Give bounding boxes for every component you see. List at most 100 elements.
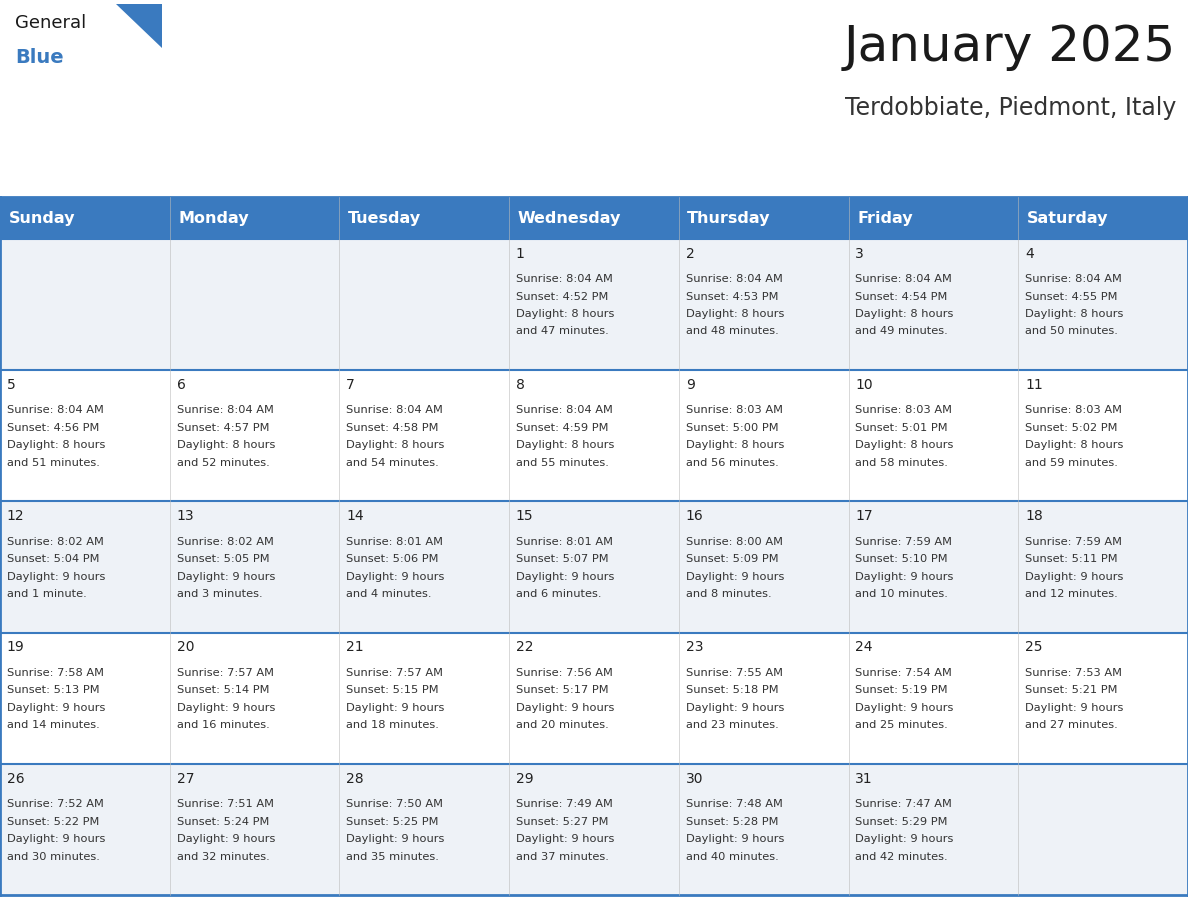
Text: Sunrise: 8:02 AM: Sunrise: 8:02 AM: [177, 537, 273, 546]
Text: Sunset: 5:17 PM: Sunset: 5:17 PM: [516, 686, 608, 695]
Text: Sunset: 5:18 PM: Sunset: 5:18 PM: [685, 686, 778, 695]
Text: Sunset: 5:15 PM: Sunset: 5:15 PM: [346, 686, 438, 695]
Text: Daylight: 8 hours: Daylight: 8 hours: [1025, 309, 1124, 319]
Text: Sunrise: 7:52 AM: Sunrise: 7:52 AM: [7, 800, 103, 809]
Text: Sunrise: 8:04 AM: Sunrise: 8:04 AM: [516, 406, 613, 415]
Text: 17: 17: [855, 509, 873, 523]
Text: 6: 6: [177, 378, 185, 392]
Text: Daylight: 9 hours: Daylight: 9 hours: [177, 703, 274, 712]
Text: and 6 minutes.: and 6 minutes.: [516, 589, 601, 599]
Text: Daylight: 8 hours: Daylight: 8 hours: [346, 441, 444, 450]
Polygon shape: [116, 4, 162, 48]
Text: and 3 minutes.: and 3 minutes.: [177, 589, 263, 599]
Text: Sunset: 5:01 PM: Sunset: 5:01 PM: [855, 423, 948, 432]
Text: Daylight: 9 hours: Daylight: 9 hours: [346, 572, 444, 581]
Text: Daylight: 9 hours: Daylight: 9 hours: [516, 703, 614, 712]
Text: Daylight: 8 hours: Daylight: 8 hours: [516, 309, 614, 319]
Text: Sunset: 4:53 PM: Sunset: 4:53 PM: [685, 292, 778, 301]
Text: 19: 19: [7, 641, 25, 655]
Text: Sunset: 5:07 PM: Sunset: 5:07 PM: [516, 554, 608, 564]
Text: Sunrise: 7:51 AM: Sunrise: 7:51 AM: [177, 800, 273, 809]
Text: Sunset: 5:21 PM: Sunset: 5:21 PM: [1025, 686, 1118, 695]
Text: Sunrise: 7:57 AM: Sunrise: 7:57 AM: [177, 668, 273, 677]
Text: Sunset: 5:09 PM: Sunset: 5:09 PM: [685, 554, 778, 564]
Text: Daylight: 9 hours: Daylight: 9 hours: [516, 572, 614, 581]
Text: Sunrise: 7:54 AM: Sunrise: 7:54 AM: [855, 668, 953, 677]
Text: Terdobbiate, Piedmont, Italy: Terdobbiate, Piedmont, Italy: [845, 96, 1176, 120]
Text: 20: 20: [177, 641, 194, 655]
Text: and 30 minutes.: and 30 minutes.: [7, 852, 100, 861]
Text: Daylight: 9 hours: Daylight: 9 hours: [1025, 703, 1124, 712]
Text: and 25 minutes.: and 25 minutes.: [855, 721, 948, 730]
Text: and 12 minutes.: and 12 minutes.: [1025, 589, 1118, 599]
Text: and 51 minutes.: and 51 minutes.: [7, 458, 100, 467]
Text: Daylight: 8 hours: Daylight: 8 hours: [855, 441, 954, 450]
Text: Sunset: 4:59 PM: Sunset: 4:59 PM: [516, 423, 608, 432]
Text: Sunset: 5:11 PM: Sunset: 5:11 PM: [1025, 554, 1118, 564]
Text: and 52 minutes.: and 52 minutes.: [177, 458, 270, 467]
Text: Sunset: 4:57 PM: Sunset: 4:57 PM: [177, 423, 268, 432]
Text: Daylight: 8 hours: Daylight: 8 hours: [685, 441, 784, 450]
Text: and 59 minutes.: and 59 minutes.: [1025, 458, 1118, 467]
Text: Sunset: 5:13 PM: Sunset: 5:13 PM: [7, 686, 100, 695]
Text: Sunset: 5:06 PM: Sunset: 5:06 PM: [346, 554, 438, 564]
Text: and 4 minutes.: and 4 minutes.: [346, 589, 431, 599]
Text: 18: 18: [1025, 509, 1043, 523]
Text: Sunrise: 7:53 AM: Sunrise: 7:53 AM: [1025, 668, 1123, 677]
Text: Sunrise: 8:03 AM: Sunrise: 8:03 AM: [685, 406, 783, 415]
Text: and 8 minutes.: and 8 minutes.: [685, 589, 771, 599]
Text: Sunrise: 7:57 AM: Sunrise: 7:57 AM: [346, 668, 443, 677]
Text: Sunset: 5:10 PM: Sunset: 5:10 PM: [855, 554, 948, 564]
Text: Sunset: 5:04 PM: Sunset: 5:04 PM: [7, 554, 100, 564]
Text: Sunrise: 8:00 AM: Sunrise: 8:00 AM: [685, 537, 783, 546]
Text: Sunrise: 7:55 AM: Sunrise: 7:55 AM: [685, 668, 783, 677]
Text: 12: 12: [7, 509, 25, 523]
Text: Sunrise: 8:04 AM: Sunrise: 8:04 AM: [346, 406, 443, 415]
Text: Daylight: 9 hours: Daylight: 9 hours: [855, 572, 954, 581]
Text: 21: 21: [346, 641, 364, 655]
Text: Sunrise: 8:04 AM: Sunrise: 8:04 AM: [1025, 274, 1121, 284]
Text: and 56 minutes.: and 56 minutes.: [685, 458, 778, 467]
Text: Daylight: 8 hours: Daylight: 8 hours: [1025, 441, 1124, 450]
Text: and 42 minutes.: and 42 minutes.: [855, 852, 948, 861]
Text: and 40 minutes.: and 40 minutes.: [685, 852, 778, 861]
Text: Sunset: 5:24 PM: Sunset: 5:24 PM: [177, 817, 268, 826]
Text: Sunset: 5:19 PM: Sunset: 5:19 PM: [855, 686, 948, 695]
Text: Daylight: 9 hours: Daylight: 9 hours: [685, 703, 784, 712]
Text: Daylight: 9 hours: Daylight: 9 hours: [7, 572, 106, 581]
Text: Sunset: 4:54 PM: Sunset: 4:54 PM: [855, 292, 948, 301]
Text: 7: 7: [346, 378, 355, 392]
Text: Sunrise: 8:04 AM: Sunrise: 8:04 AM: [685, 274, 783, 284]
Text: 22: 22: [516, 641, 533, 655]
Text: Daylight: 9 hours: Daylight: 9 hours: [855, 703, 954, 712]
Text: Sunset: 5:29 PM: Sunset: 5:29 PM: [855, 817, 948, 826]
Text: and 37 minutes.: and 37 minutes.: [516, 852, 608, 861]
Text: Sunrise: 8:04 AM: Sunrise: 8:04 AM: [177, 406, 273, 415]
Text: Daylight: 8 hours: Daylight: 8 hours: [685, 309, 784, 319]
Text: January 2025: January 2025: [843, 23, 1176, 71]
Text: Sunrise: 7:59 AM: Sunrise: 7:59 AM: [1025, 537, 1123, 546]
Text: Daylight: 9 hours: Daylight: 9 hours: [685, 834, 784, 844]
Text: and 23 minutes.: and 23 minutes.: [685, 721, 778, 730]
Text: and 27 minutes.: and 27 minutes.: [1025, 721, 1118, 730]
Text: and 35 minutes.: and 35 minutes.: [346, 852, 440, 861]
Text: and 32 minutes.: and 32 minutes.: [177, 852, 270, 861]
Text: 14: 14: [346, 509, 364, 523]
Text: Sunset: 5:28 PM: Sunset: 5:28 PM: [685, 817, 778, 826]
Text: Sunrise: 8:04 AM: Sunrise: 8:04 AM: [7, 406, 103, 415]
Text: Sunset: 5:27 PM: Sunset: 5:27 PM: [516, 817, 608, 826]
Text: Sunrise: 8:01 AM: Sunrise: 8:01 AM: [516, 537, 613, 546]
Text: 29: 29: [516, 772, 533, 786]
Text: Sunrise: 8:01 AM: Sunrise: 8:01 AM: [346, 537, 443, 546]
Text: Sunrise: 8:03 AM: Sunrise: 8:03 AM: [1025, 406, 1123, 415]
Text: 10: 10: [855, 378, 873, 392]
Text: General: General: [15, 14, 87, 32]
Text: Sunset: 4:52 PM: Sunset: 4:52 PM: [516, 292, 608, 301]
Text: Daylight: 9 hours: Daylight: 9 hours: [177, 834, 274, 844]
Text: and 16 minutes.: and 16 minutes.: [177, 721, 270, 730]
Text: Sunrise: 8:02 AM: Sunrise: 8:02 AM: [7, 537, 103, 546]
Text: Daylight: 9 hours: Daylight: 9 hours: [177, 572, 274, 581]
Text: and 48 minutes.: and 48 minutes.: [685, 327, 778, 336]
Text: 16: 16: [685, 509, 703, 523]
Text: 9: 9: [685, 378, 695, 392]
